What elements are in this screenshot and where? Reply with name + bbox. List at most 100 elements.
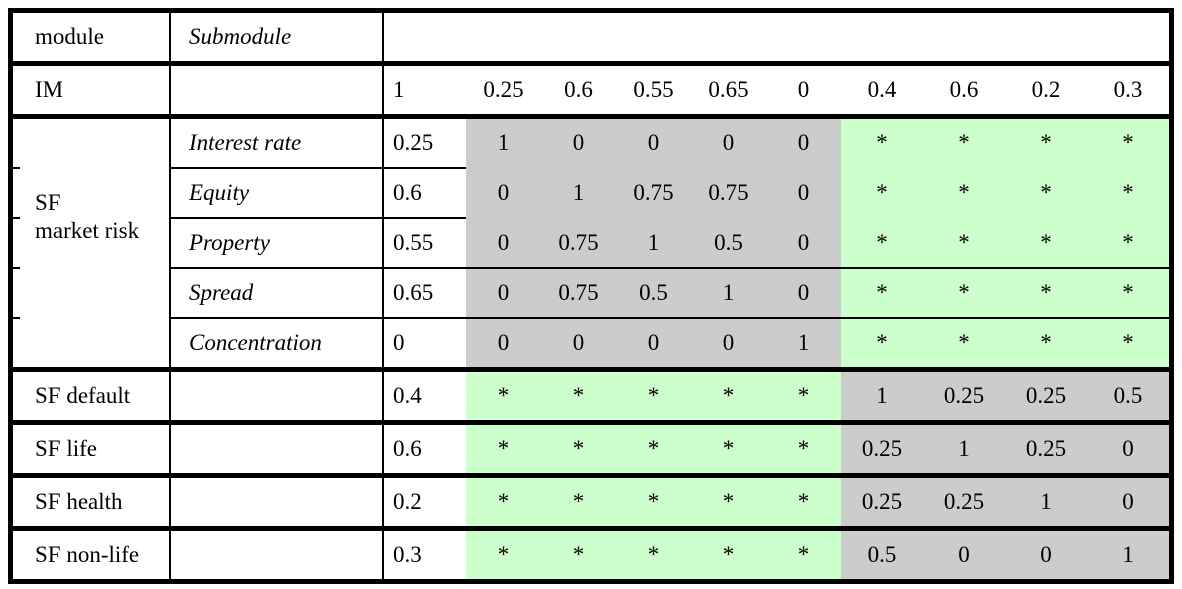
matrix-cell: 0 [616,119,691,167]
module-row-sf-health: SF health 0.2 * * * * * 0.25 0.25 1 0 [13,478,1169,526]
module-name: SF health [13,478,171,526]
matrix-cell: 0.25 [923,478,1005,526]
star-cell: * [616,478,691,526]
star-cell: * [923,319,1005,367]
matrix-cell: 0 [691,119,766,167]
divider [13,61,1169,66]
submodule-weight: 0.65 [393,280,434,305]
matrix-cell: 0 [766,169,841,217]
im-weight: 1 [393,77,405,102]
matrix-cell: 0.6 [564,77,593,102]
star-cell: * [541,372,616,420]
matrix-cell: 1 [616,219,691,267]
star-cell: * [766,425,841,473]
star-cell: * [923,219,1005,267]
matrix-cell: 1 [766,319,841,367]
star-cell: * [766,478,841,526]
star-cell: * [841,119,923,167]
market-risk-label: SF market risk [35,190,140,243]
star-cell: * [1005,269,1087,317]
matrix-cell: 0.25 [483,77,524,102]
submodule-name: Concentration [171,319,384,367]
star-cell: * [766,372,841,420]
star-cell: * [466,425,541,473]
matrix-cell: 0.25 [841,478,923,526]
matrix-cell: 0.3 [1113,77,1143,102]
star-cell: * [1087,219,1169,267]
star-cell: * [766,531,841,579]
submodule-row-interest-rate: Interest rate 0.25 1 0 0 0 0 * * * * [171,119,1169,167]
star-cell: * [691,372,766,420]
star-cell: * [923,269,1005,317]
im-submodule-empty [171,66,384,114]
matrix-cell: 0 [1087,478,1169,526]
submodule-empty [171,425,384,473]
divider [13,367,1169,372]
matrix-cell: 0 [797,77,810,102]
star-cell: * [841,319,923,367]
star-cell: * [616,372,691,420]
matrix-cell: 0.25 [1005,425,1087,473]
submodule-empty [171,372,384,420]
matrix-cell: 0.25 [841,425,923,473]
star-cell: * [1005,119,1087,167]
matrix-cell: 0 [541,119,616,167]
matrix-cell: 0.6 [949,77,979,102]
thin-divider [171,167,1169,169]
cline-stub [13,217,20,219]
matrix-cell: 0.55 [633,77,674,102]
submodule-weight: 0.55 [393,230,434,255]
matrix-cell: 0 [766,269,841,317]
thin-divider [171,267,1169,269]
matrix-cell: 1 [841,372,923,420]
submodule-row-property: Property 0.55 0 0.75 1 0.5 0 * * * * [171,219,1169,267]
market-risk-module-cell: SF market risk [13,119,171,367]
matrix-cell: 0 [1087,425,1169,473]
matrix-cell: 0.25 [923,372,1005,420]
star-cell: * [1087,169,1169,217]
star-cell: * [466,478,541,526]
submodule-name: Equity [171,169,384,217]
matrix-cell: 0.75 [691,169,766,217]
star-cell: * [841,219,923,267]
star-cell: * [1005,169,1087,217]
header-module-cell: module [13,13,171,61]
submodule-weight: 0.6 [393,180,422,205]
submodule-name: Interest rate [171,119,384,167]
matrix-cell: 1 [691,269,766,317]
star-cell: * [691,425,766,473]
submodule-row-equity: Equity 0.6 0 1 0.75 0.75 0 * * * * [171,169,1169,217]
divider [13,114,1169,119]
matrix-cell: 0 [541,319,616,367]
cline-stub [13,267,20,269]
matrix-cell: 0.5 [1087,372,1169,420]
star-cell: * [841,169,923,217]
submodule-row-spread: Spread 0.65 0 0.75 0.5 1 0 * * * * [171,269,1169,317]
submodule-name: Property [171,219,384,267]
star-cell: * [541,425,616,473]
matrix-cell: 0.2 [1031,77,1061,102]
star-cell: * [616,425,691,473]
star-cell: * [466,531,541,579]
matrix-cell: 0.75 [541,219,616,267]
header-empty-cell [384,13,1169,61]
module-weight: 0.6 [393,436,422,461]
matrix-cell: 1 [1087,531,1169,579]
submodule-name: Spread [171,269,384,317]
cline-stub [13,317,20,319]
matrix-cell: 1 [541,169,616,217]
matrix-cell: 0.75 [616,169,691,217]
matrix-cell: 1 [1005,478,1087,526]
star-cell: * [841,269,923,317]
star-cell: * [923,119,1005,167]
matrix-cell: 0.65 [708,77,749,102]
matrix-cell: 0 [766,219,841,267]
star-cell: * [923,169,1005,217]
matrix-cell: 0 [691,319,766,367]
module-name: SF default [13,372,171,420]
matrix-cell: 0.25 [1005,372,1087,420]
submodule-weight: 0 [393,330,405,355]
matrix-cell: 0.5 [616,269,691,317]
divider [13,526,1169,531]
